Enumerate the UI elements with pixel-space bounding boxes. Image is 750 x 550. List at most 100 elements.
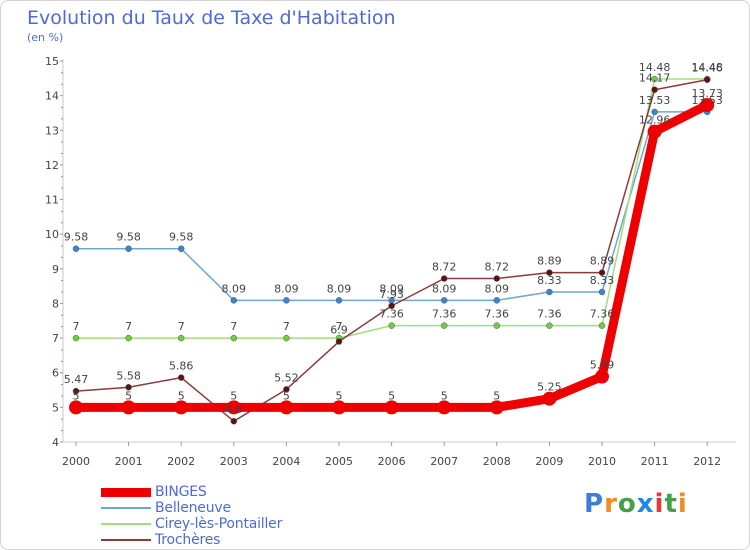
logo-letter: i (677, 489, 688, 519)
y-tick-label: 15 (45, 55, 59, 68)
series-point (125, 334, 132, 342)
y-tick-label: 9 (52, 263, 59, 276)
legend-swatch-trocheres (101, 539, 151, 541)
series-point (542, 391, 557, 406)
series-point (230, 417, 238, 425)
series-point (174, 400, 189, 415)
data-label: 14.48 (691, 61, 723, 74)
data-label: 14.46 (691, 62, 723, 75)
x-tick-label: 2002 (167, 455, 195, 468)
series-point (230, 334, 238, 342)
x-tick-label: 2008 (483, 455, 511, 468)
series-point (230, 297, 238, 304)
data-label: 9.58 (64, 231, 89, 244)
data-label: 12.96 (639, 114, 671, 127)
series-point (598, 322, 606, 329)
series-point (283, 297, 290, 304)
y-tick-label: 7 (52, 332, 59, 345)
legend-label-belleneuve: Belleneuve (155, 500, 231, 516)
proxiti-logo: Proxiti (584, 489, 688, 519)
data-label: 5 (125, 389, 132, 402)
data-label: 5 (73, 389, 80, 402)
legend-label-cirey: Cirey-lès-Pontailler (155, 516, 283, 532)
legend-swatch-belleneuve (101, 507, 151, 509)
data-label: 8.09 (327, 282, 352, 295)
series-point (440, 322, 448, 329)
y-tick-label: 6 (52, 367, 59, 380)
legend-item-belleneuve: Belleneuve (101, 500, 282, 516)
data-label: 7.93 (379, 288, 404, 301)
series-point (440, 275, 448, 282)
logo-letter: t (664, 489, 678, 519)
x-tick-label: 2005 (325, 455, 353, 468)
series-point (388, 302, 395, 310)
data-label: 5.58 (116, 369, 141, 382)
data-label: 8.09 (432, 282, 457, 295)
legend-item-binges: BINGES (101, 484, 282, 500)
x-tick-label: 2000 (62, 455, 90, 468)
series-point (493, 275, 501, 282)
series-point (177, 245, 185, 252)
data-label: 4.6 (225, 403, 243, 416)
series-point (388, 322, 395, 329)
series-point (283, 386, 290, 393)
data-label: 5.86 (169, 360, 194, 373)
data-label: 5.89 (590, 359, 615, 372)
data-label: 7.36 (590, 308, 615, 321)
data-label: 5 (441, 389, 448, 402)
series-point (125, 384, 132, 391)
data-label: 5 (283, 389, 290, 402)
series-point (651, 108, 658, 116)
y-tick-label: 12 (45, 159, 59, 172)
data-label: 8.89 (537, 255, 562, 268)
series-point (69, 400, 83, 415)
unit-label: (en %) (27, 31, 64, 44)
x-tick-label: 2010 (588, 455, 616, 468)
series-point (598, 288, 606, 296)
x-tick-label: 2004 (272, 455, 300, 468)
series-line-belleneuve (75, 111, 708, 302)
data-label: 14.17 (639, 72, 671, 85)
data-label: 7.36 (432, 308, 457, 321)
series-point (546, 288, 553, 296)
series-point (72, 387, 80, 395)
logo-letter: o (617, 489, 637, 519)
x-tick-label: 2003 (220, 455, 248, 468)
data-label: 8.09 (485, 282, 510, 295)
series-point (177, 374, 185, 381)
series-layer (69, 75, 715, 425)
data-label: 7.36 (379, 308, 404, 321)
data-label: 14.48 (639, 61, 671, 74)
logo-letter: r (604, 489, 618, 519)
series-point (703, 76, 711, 83)
logo-letter: P (584, 489, 605, 519)
chart-title: Evolution du Taux de Taxe d'Habitation (27, 7, 396, 29)
series-point (332, 400, 346, 415)
series-point (384, 400, 399, 415)
series-point (595, 369, 609, 384)
y-tick-label: 5 (52, 401, 59, 414)
data-label: 5 (230, 389, 237, 402)
data-label: 5 (493, 389, 500, 402)
data-label: 5 (388, 389, 395, 402)
legend-item-cirey: Cirey-lès-Pontailler (101, 516, 282, 532)
x-tick-label: 2007 (430, 455, 458, 468)
x-tick-label: 2001 (115, 455, 143, 468)
data-label: 9.58 (169, 231, 194, 244)
series-point (598, 269, 606, 276)
data-label: 7.36 (485, 308, 510, 321)
legend-item-trocheres: Trochères (101, 532, 282, 548)
y-tick-label: 11 (45, 194, 59, 207)
series-point (493, 297, 501, 304)
data-label: 8.89 (590, 255, 615, 268)
series-point (335, 338, 343, 345)
series-point (700, 97, 715, 112)
series-point (437, 400, 452, 415)
legend-label-trocheres: Trochères (155, 532, 221, 548)
series-point (493, 322, 501, 329)
data-label: 13.73 (691, 87, 723, 100)
logo-letter: x (636, 489, 655, 519)
y-tick-label: 14 (45, 90, 59, 103)
